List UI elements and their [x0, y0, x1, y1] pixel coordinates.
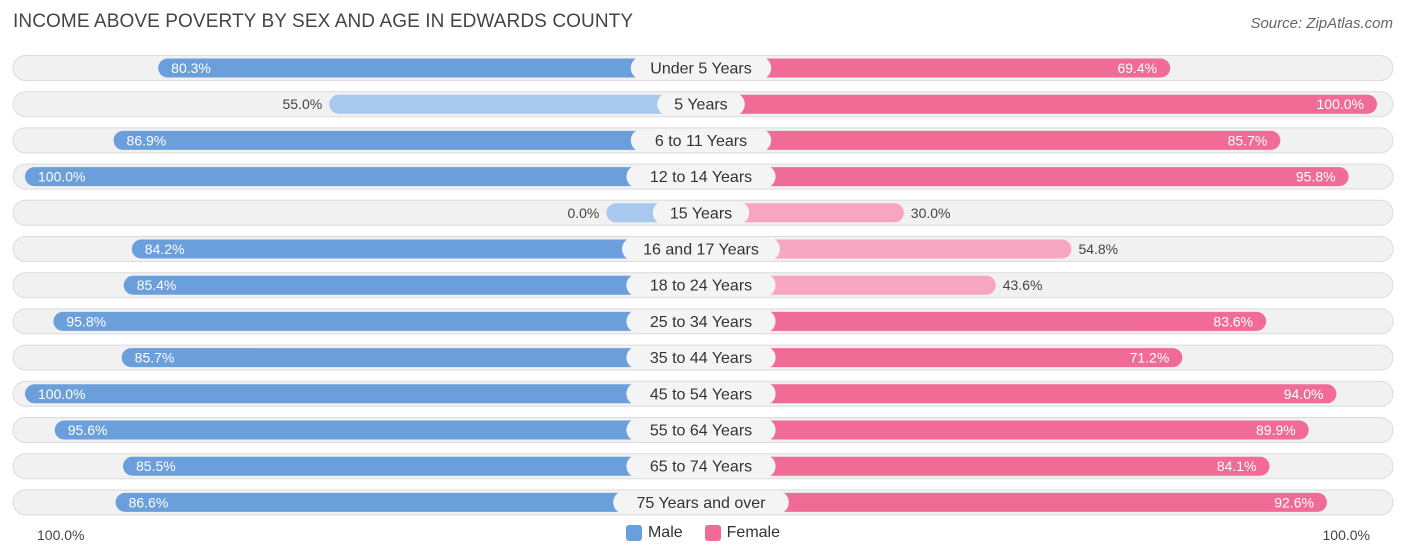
male-bar: [115, 492, 702, 512]
category-pill: [652, 201, 750, 225]
female-value-label: 69.4%: [1117, 60, 1157, 76]
male-value-label: 85.5%: [136, 458, 176, 474]
male-value-label: 55.0%: [282, 96, 322, 112]
male-value-label: 100.0%: [38, 169, 85, 185]
category-label: 5 Years: [674, 97, 727, 114]
male-value-label: 85.7%: [135, 350, 175, 366]
legend-item-male[interactable]: Male: [625, 524, 683, 542]
female-bar: [701, 275, 996, 295]
category-pill: [626, 418, 776, 442]
female-bar: [701, 311, 1267, 331]
female-value-label: 54.8%: [1078, 241, 1118, 257]
category-pill: [626, 309, 776, 333]
category-label: 75 Years and over: [637, 495, 767, 512]
category-pill: [657, 92, 745, 116]
chart-title: INCOME ABOVE POVERTY BY SEX AND AGE IN E…: [13, 11, 634, 32]
male-value-label: 0.0%: [567, 205, 599, 221]
female-value-label: 71.2%: [1130, 350, 1170, 366]
male-bar: [25, 167, 701, 187]
category-pill: [630, 128, 772, 152]
category-pill: [626, 273, 776, 297]
female-value-label: 95.8%: [1296, 169, 1336, 185]
male-value-label: 86.6%: [129, 494, 169, 510]
category-label: 55 to 64 Years: [650, 423, 752, 440]
source-credit: Source: ZipAtlas.com: [1250, 15, 1393, 32]
category-pill: [613, 490, 789, 514]
female-value-label: 43.6%: [1003, 277, 1043, 293]
category-label: 18 to 24 Years: [650, 278, 752, 295]
female-bar: [701, 130, 1281, 150]
male-value-label: 95.6%: [68, 422, 108, 438]
female-value-label: 92.6%: [1274, 494, 1314, 510]
category-pill: [622, 237, 780, 261]
category-label: 16 and 17 Years: [643, 242, 759, 259]
male-bar: [54, 420, 701, 440]
legend-label-male: Male: [647, 524, 683, 541]
category-label: 6 to 11 Years: [655, 133, 747, 150]
category-pill: [630, 56, 772, 80]
male-value-label: 85.4%: [137, 277, 177, 293]
category-label: 45 to 54 Years: [650, 386, 752, 403]
female-bar: [701, 348, 1183, 368]
male-bar: [158, 58, 701, 78]
male-value-label: 100.0%: [38, 386, 85, 402]
male-bar: [121, 348, 702, 368]
female-bar: [701, 203, 904, 223]
female-bar: [701, 456, 1270, 476]
female-bar: [701, 492, 1327, 512]
male-bar: [329, 94, 701, 114]
legend-label-female: Female: [726, 524, 781, 541]
male-bar: [53, 311, 702, 331]
legend-swatch-male: [625, 525, 642, 541]
female-bar: [701, 420, 1309, 440]
female-bar: [701, 167, 1349, 187]
category-pill: [626, 165, 776, 189]
category-label: Under 5 Years: [650, 61, 751, 78]
legend: Male Female: [0, 524, 1406, 542]
category-pill: [626, 454, 776, 478]
female-bar: [701, 58, 1171, 78]
axis-left-label: 100.0%: [37, 527, 85, 543]
female-bar: [701, 384, 1337, 404]
category-pill: [626, 382, 776, 406]
legend-swatch-female: [704, 525, 721, 541]
female-value-label: 84.1%: [1217, 458, 1257, 474]
female-bar: [701, 94, 1377, 114]
category-label: 65 to 74 Years: [650, 459, 752, 476]
female-value-label: 89.9%: [1256, 422, 1296, 438]
category-label: 12 to 14 Years: [650, 169, 752, 186]
female-value-label: 94.0%: [1284, 386, 1324, 402]
female-value-label: 83.6%: [1213, 313, 1253, 329]
male-bar: [123, 275, 702, 295]
male-bar: [131, 239, 702, 259]
axis-right-label: 100.0%: [1322, 527, 1370, 543]
category-label: 15 Years: [670, 205, 732, 222]
male-bar: [123, 456, 701, 476]
male-bar: [113, 130, 701, 150]
female-value-label: 30.0%: [911, 205, 951, 221]
category-pill: [626, 346, 776, 370]
legend-item-female[interactable]: Female: [704, 524, 781, 542]
female-value-label: 85.7%: [1228, 132, 1268, 148]
category-label: 35 to 44 Years: [650, 350, 752, 367]
male-value-label: 84.2%: [145, 241, 185, 257]
male-value-label: 95.8%: [66, 313, 106, 329]
male-bar: [25, 384, 701, 404]
category-label: 25 to 34 Years: [650, 314, 752, 331]
male-value-label: 86.9%: [127, 132, 167, 148]
female-value-label: 100.0%: [1317, 96, 1364, 112]
female-bar: [701, 239, 1072, 259]
male-value-label: 80.3%: [171, 60, 211, 76]
